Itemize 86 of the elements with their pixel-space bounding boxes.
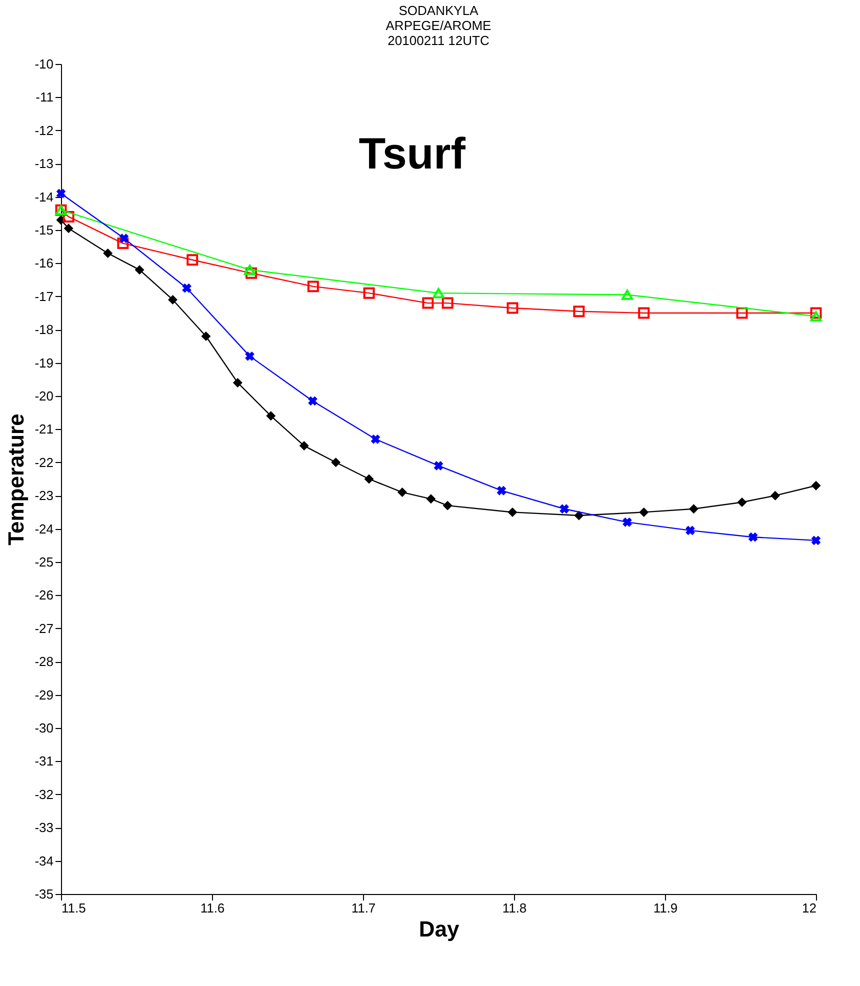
y-tick-label: -16: [34, 256, 54, 271]
y-axis-title: Temperature: [4, 414, 29, 546]
point: [182, 283, 192, 293]
y-tick-label: -27: [34, 620, 54, 636]
point: [573, 306, 585, 318]
point: [434, 461, 444, 470]
point: [370, 434, 380, 444]
point: [103, 248, 113, 258]
point: [168, 294, 178, 304]
y-tick-label: -29: [34, 687, 54, 702]
point: [363, 287, 375, 299]
point: [688, 504, 698, 514]
y-tick-label: -30: [34, 720, 54, 736]
y-tick-label: -22: [34, 454, 54, 470]
point: [432, 288, 444, 298]
y-tick-label: -35: [34, 886, 54, 902]
point: [737, 497, 747, 507]
point: [686, 526, 695, 536]
point: [308, 396, 318, 406]
x-tick-label: 11.8: [502, 900, 527, 916]
point: [811, 480, 821, 490]
point: [639, 507, 649, 517]
point: [622, 290, 633, 300]
point: [307, 280, 319, 292]
y-tick-label: -21: [34, 422, 54, 437]
point: [134, 265, 144, 275]
point: [246, 267, 258, 279]
point: [810, 311, 822, 322]
y-tick-label: -25: [34, 554, 54, 570]
point: [736, 307, 748, 319]
point: [364, 474, 374, 484]
point: [506, 302, 518, 314]
point: [426, 494, 436, 504]
point: [245, 351, 254, 361]
x-tick-label: 12: [802, 900, 816, 916]
point: [119, 234, 129, 243]
point: [117, 238, 129, 250]
y-tick-label: -12: [34, 122, 54, 138]
point: [770, 490, 780, 500]
y-tick-label: -13: [34, 156, 54, 172]
x-tick-label: 11.7: [351, 900, 376, 916]
point: [398, 488, 408, 498]
y-tick-label: -14: [34, 189, 54, 204]
chart-title: SODANKYLA ARPEGE/AROME 20100211 12UTC: [386, 3, 492, 48]
point: [266, 411, 276, 421]
y-tick-label: -11: [36, 90, 54, 105]
y-tick-label: -10: [34, 56, 54, 72]
y-tick-label: -31: [34, 754, 54, 769]
point: [442, 500, 452, 510]
point: [56, 188, 66, 198]
point: [811, 536, 821, 546]
point: [622, 517, 632, 527]
x-tick-label: 11.5: [62, 900, 86, 916]
y-tick-label: -15: [34, 222, 54, 238]
point: [508, 507, 518, 517]
point: [64, 224, 74, 234]
point: [201, 331, 211, 341]
point: [186, 254, 198, 266]
point: [496, 486, 506, 496]
y-tick-label: -32: [34, 786, 54, 802]
y-tick-label: -18: [34, 322, 54, 338]
y-tick-label: -33: [34, 820, 54, 836]
y-tick-label: -26: [34, 588, 54, 603]
y-tick-label: -34: [34, 853, 54, 868]
y-tick-label: -19: [34, 355, 54, 370]
point: [422, 297, 434, 309]
x-tick-label: 11.9: [653, 900, 678, 916]
point: [810, 307, 822, 319]
point: [331, 458, 341, 468]
point: [62, 210, 74, 222]
y-tick-label: -28: [34, 654, 54, 670]
x-tick-label: 11.6: [200, 900, 225, 916]
point: [748, 532, 758, 542]
point: [638, 307, 650, 319]
x-axis-title: Day: [418, 916, 460, 942]
y-tick-label: -20: [34, 388, 54, 404]
y-tick-label: -23: [34, 488, 54, 504]
point: [442, 297, 454, 309]
y-tick-label: -24: [34, 521, 54, 536]
point: [299, 441, 309, 451]
point: [574, 510, 584, 520]
annotation: Tsurf: [358, 129, 466, 178]
point: [232, 378, 242, 388]
y-tick-label: -17: [34, 288, 54, 304]
point: [244, 264, 256, 275]
point: [560, 504, 569, 514]
